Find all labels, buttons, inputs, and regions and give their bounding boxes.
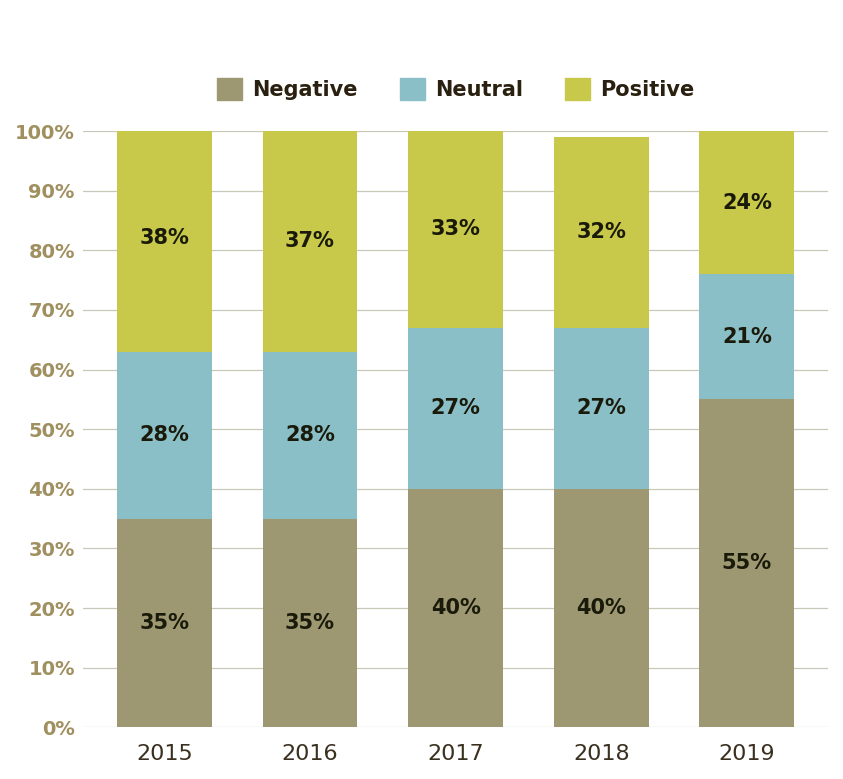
Text: 55%: 55% xyxy=(722,553,772,573)
Legend: Negative, Neutral, Positive: Negative, Neutral, Positive xyxy=(208,70,702,108)
Text: 38%: 38% xyxy=(139,228,190,249)
Bar xyxy=(117,519,212,728)
Bar xyxy=(117,125,212,351)
Bar xyxy=(263,519,357,728)
Text: 35%: 35% xyxy=(285,613,335,633)
Bar xyxy=(554,328,648,489)
Text: 32%: 32% xyxy=(577,223,626,242)
Text: 28%: 28% xyxy=(139,425,190,445)
Bar xyxy=(408,131,503,328)
Text: 28%: 28% xyxy=(285,425,335,445)
Bar xyxy=(408,328,503,489)
Text: 33%: 33% xyxy=(431,220,481,239)
Text: 27%: 27% xyxy=(431,398,481,418)
Bar xyxy=(700,131,794,274)
Text: 24%: 24% xyxy=(722,192,771,213)
Text: 35%: 35% xyxy=(139,613,190,633)
Bar xyxy=(263,351,357,519)
Text: 40%: 40% xyxy=(577,598,626,618)
Text: 27%: 27% xyxy=(577,398,626,418)
Bar xyxy=(700,400,794,728)
Bar xyxy=(554,137,648,328)
Bar xyxy=(554,489,648,728)
Text: 21%: 21% xyxy=(722,327,771,347)
Text: 37%: 37% xyxy=(285,231,335,252)
Bar xyxy=(700,274,794,400)
Bar xyxy=(117,351,212,519)
Bar xyxy=(263,131,357,351)
Bar xyxy=(408,489,503,728)
Text: 40%: 40% xyxy=(431,598,481,618)
